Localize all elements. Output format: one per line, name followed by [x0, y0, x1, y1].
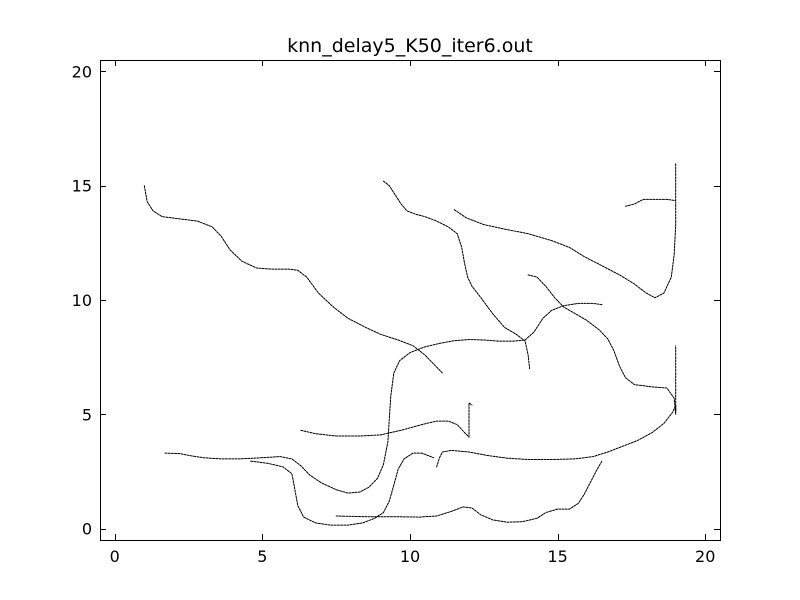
track-line-6 — [300, 402, 473, 438]
track-line-2 — [382, 180, 531, 370]
track-line-8 — [250, 452, 435, 526]
y-tick-label: 15 — [72, 177, 92, 196]
track-line-1 — [143, 185, 443, 374]
x-tick-label: 10 — [400, 547, 420, 566]
track-line-9 — [335, 460, 603, 523]
track-line-4 — [625, 162, 677, 207]
y-tick-label: 0 — [82, 520, 92, 539]
y-tick-label: 20 — [72, 62, 92, 81]
plot-area — [143, 162, 677, 526]
x-tick-label: 0 — [110, 547, 120, 566]
axis-ticks: 0 5 10 15 20 0 5 10 15 20 — [72, 60, 720, 566]
x-tick-label: 20 — [695, 547, 715, 566]
x-tick-label: 15 — [547, 547, 567, 566]
chart-title: knn_delay5_K50_iter6.out — [287, 35, 533, 57]
y-tick-label: 10 — [72, 291, 92, 310]
track-line-10 — [436, 404, 677, 468]
track-line-7 — [164, 302, 603, 494]
y-tick-label: 5 — [82, 405, 92, 424]
x-tick-label: 5 — [257, 547, 267, 566]
track-line-3 — [453, 201, 677, 299]
axes-frame — [100, 60, 721, 541]
